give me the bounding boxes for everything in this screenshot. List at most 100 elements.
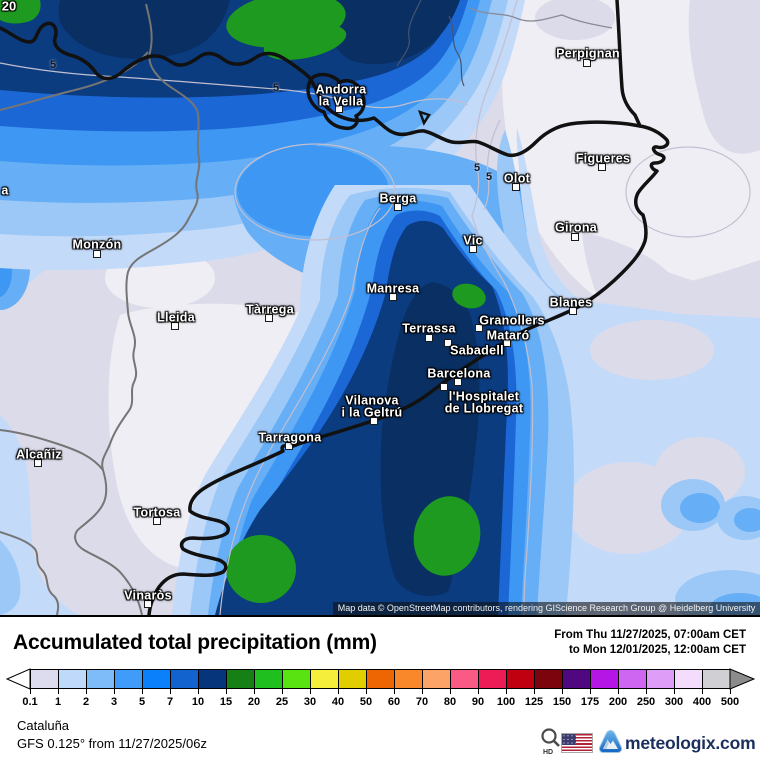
city-label: Perpignan — [556, 46, 620, 61]
model-run-label: GFS 0.125° from 11/27/2025/06z — [17, 736, 207, 751]
colorbar-tick — [506, 689, 507, 694]
city-marker — [171, 322, 179, 330]
colorbar-tick-label: 300 — [664, 696, 684, 708]
colorbar-tick — [450, 689, 451, 694]
city-label: Tàrrega — [246, 302, 294, 317]
colorbar-tick-label: 70 — [415, 696, 429, 708]
contour-value-label: 20 — [1, 0, 17, 14]
precipitation-map[interactable]: Monzón Andorra la Vella Perpignan Figueres Ol… — [0, 0, 760, 615]
city-label: l'Hospitalet de Llobregat — [444, 389, 524, 415]
city-label: Sabadell — [450, 343, 504, 358]
colorbar-tick — [310, 689, 311, 694]
comarca-borders — [396, 0, 465, 87]
meteologix-logo-icon[interactable] — [598, 729, 623, 755]
city-marker — [503, 339, 511, 347]
colorbar-cell — [170, 669, 199, 689]
colorbar-tick-label: 400 — [692, 696, 712, 708]
city-marker — [153, 517, 161, 525]
colorbar-cell — [478, 669, 507, 689]
city-marker — [475, 324, 483, 332]
colorbar-cell — [562, 669, 591, 689]
city-label: Blanes — [549, 295, 593, 310]
colorbar-tick-label: 10 — [191, 696, 205, 708]
colorbar-tick-label: 5 — [138, 696, 146, 708]
colorbar-cell — [646, 669, 675, 689]
hd-zoom-icon[interactable] — [540, 727, 562, 755]
colorbar-tick — [282, 689, 283, 694]
city-marker — [454, 378, 462, 386]
colorbar-tick-label: 2 — [82, 696, 90, 708]
city-marker — [512, 183, 520, 191]
city-label: Barcelona — [427, 366, 491, 381]
city-label: Terrassa — [402, 321, 456, 336]
colorbar: 0.1 1 2 3 5 7 10 15 20 25 30 40 50 60 70 80 90 100 125 150 1… — [0, 667, 760, 729]
meteologix-site-name[interactable]: meteologix.com — [625, 733, 756, 753]
city-label: Manresa — [366, 281, 420, 296]
colorbar-tick-label: 50 — [359, 696, 373, 708]
colorbar-tick — [142, 689, 143, 694]
city-label: Vinaròs — [124, 588, 172, 603]
hd-label: HD — [543, 749, 554, 756]
city-label: Lleida — [157, 310, 195, 325]
colorbar-tick — [394, 689, 395, 694]
colorbar-tick-label: 20 — [247, 696, 261, 708]
city-label: Monzón — [72, 237, 122, 252]
colorbar-cell — [58, 669, 87, 689]
city-label: Mataró — [486, 328, 530, 343]
colorbar-cell — [30, 669, 59, 689]
edge-city-label: a — [1, 183, 9, 198]
colorbar-tick-label: 7 — [166, 696, 174, 708]
colorbar-tick — [226, 689, 227, 694]
colorbar-cell — [282, 669, 311, 689]
colorbar-tick — [58, 689, 59, 694]
colorbar-tick-label: 80 — [443, 696, 457, 708]
city-marker — [444, 339, 452, 347]
colorbar-cell — [310, 669, 339, 689]
colorbar-tick — [366, 689, 367, 694]
colorbar-cell — [590, 669, 619, 689]
city-marker — [34, 459, 42, 467]
city-label: Berga — [379, 191, 417, 206]
city-label: Girona — [554, 220, 598, 235]
colorbar-tick — [478, 689, 479, 694]
colorbar-tick — [114, 689, 115, 694]
contour-value-label: 5 — [49, 59, 57, 71]
colorbar-tick-label: 90 — [471, 696, 485, 708]
region-label: Cataluña — [17, 718, 70, 733]
city-label: Vilanova i la Geltrú — [341, 393, 403, 419]
contour-lines — [0, 0, 751, 615]
city-marker — [394, 203, 402, 211]
colorbar-tick-label: 175 — [580, 696, 600, 708]
city-marker — [144, 600, 152, 608]
colorbar-tick — [170, 689, 171, 694]
country-border — [0, 0, 670, 615]
contour-value-label: 5 — [473, 162, 481, 174]
city-marker — [265, 314, 273, 322]
colorbar-cell — [534, 669, 563, 689]
colorbar-tick-label: 30 — [303, 696, 317, 708]
colorbar-tick-label: 100 — [496, 696, 516, 708]
flag-canton — [562, 734, 576, 745]
colorbar-tick-label: 60 — [387, 696, 401, 708]
colorbar-tick-label: 25 — [275, 696, 289, 708]
us-flag-icon[interactable] — [561, 733, 593, 753]
city-marker — [569, 307, 577, 315]
colorbar-tick-label: 500 — [720, 696, 740, 708]
colorbar-left-arrow — [6, 668, 31, 690]
colorbar-cell — [142, 669, 171, 689]
colorbar-tick — [730, 689, 731, 694]
colorbar-cell — [506, 669, 535, 689]
colorbar-tick — [590, 689, 591, 694]
colorbar-tick-label: 15 — [219, 696, 233, 708]
city-marker — [285, 442, 293, 450]
llivia-enclave-border — [417, 109, 431, 126]
colorbar-cell — [618, 669, 647, 689]
city-marker — [335, 105, 343, 113]
colorbar-cell — [674, 669, 703, 689]
colorbar-tick — [30, 689, 31, 694]
colorbar-tick-label: 1 — [54, 696, 62, 708]
colorbar-tick-label: 3 — [110, 696, 118, 708]
city-label: Granollers — [479, 313, 545, 328]
colorbar-tick — [338, 689, 339, 694]
